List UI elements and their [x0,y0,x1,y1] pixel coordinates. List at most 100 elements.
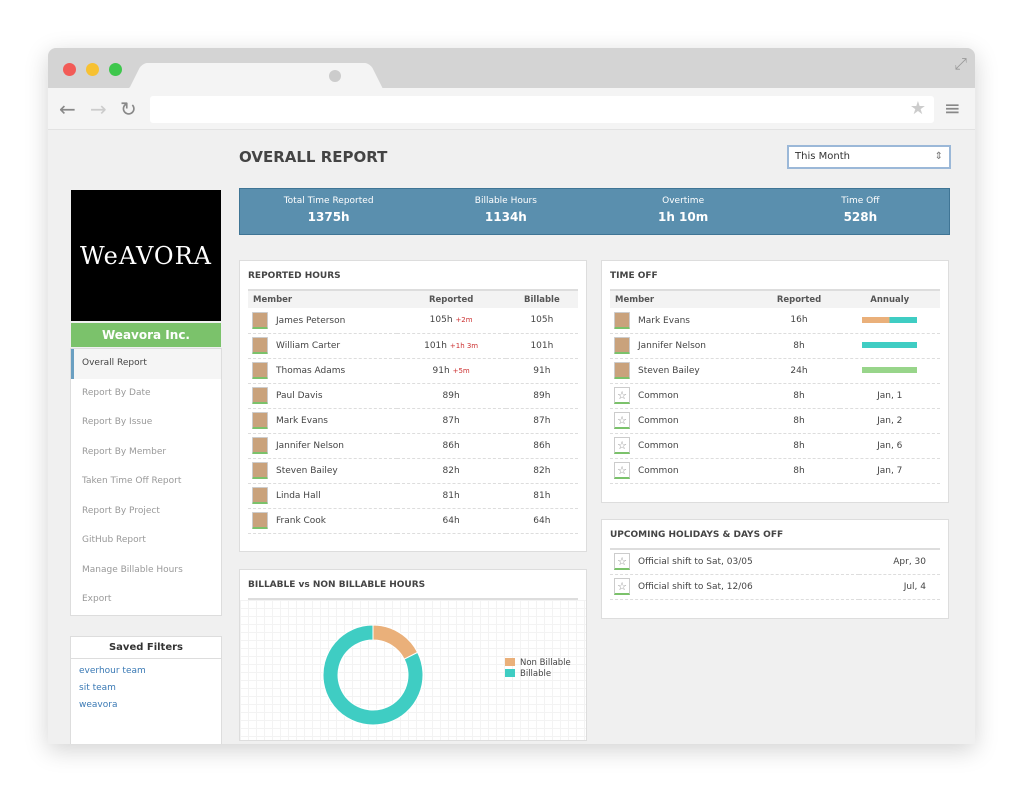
avatar [614,311,630,329]
member-name: Mark Evans [638,315,690,326]
panel-title: REPORTED HOURS [248,271,341,281]
menu-item-report-by-date[interactable]: Report By Date [82,387,151,398]
avatar [252,387,268,404]
table-row[interactable]: ☆ Common 8h Jan, 6 [610,433,940,459]
table-row[interactable]: Mark Evans 87h 87h [248,408,578,434]
holiday-name: Official shift to Sat, 12/06 [638,582,753,592]
browser-toolbar: ← → ↻ ★ ≡ [48,88,975,130]
member-cell: Paul Davis [248,383,397,409]
reported-value: 8h [758,383,840,409]
menu-item-github-report[interactable]: GitHub Report [82,535,146,545]
member-name: Mark Evans [276,416,328,426]
member-cell: ☆ Common [610,433,759,459]
holiday-cell: ☆ Official shift to Sat, 12/06 [610,574,859,600]
saved-filter-link[interactable]: sit team [79,683,116,693]
stat-card: Time Off 528h [772,189,949,234]
stat-label: Overtime [662,196,705,206]
table-row[interactable]: Jannifer Nelson 8h [610,333,940,359]
menu-item-overall-report[interactable]: Overall Report [71,349,221,379]
menu-item-export[interactable]: Export [82,594,112,604]
minimize-window-button[interactable] [86,63,99,76]
table-row[interactable]: ☆ Common 8h Jan, 2 [610,408,940,434]
billable-value: 64h [505,508,578,534]
reported-cell: 82h [396,458,506,484]
table-row[interactable]: ☆ Common 8h Jan, 1 [610,383,940,409]
table-row[interactable]: Jannifer Nelson 86h 86h [248,433,578,459]
billable-chart-panel: BILLABLE vs NON BILLABLE HOURS Non Billa… [239,569,587,741]
table-row[interactable]: Paul Davis 89h 89h [248,383,578,409]
holiday-row[interactable]: ☆ Official shift to Sat, 12/06 Jul, 4 [610,574,940,600]
holiday-row[interactable]: ☆ Official shift to Sat, 03/05 Apr, 30 [610,549,940,575]
maximize-window-button[interactable] [109,63,122,76]
close-window-button[interactable] [63,63,76,76]
reported-cell: 81h [396,483,506,509]
member-cell: Jannifer Nelson [610,333,759,359]
reload-icon[interactable]: ↻ [120,97,137,121]
legend-swatch [505,669,515,677]
reported-hours-panel: REPORTED HOURS Member Reported Billable Jam… [239,260,587,552]
member-cell: Mark Evans [248,408,397,434]
address-bar[interactable]: ★ [150,96,934,123]
overtime-delta: +1h 3m [449,341,479,350]
billable-value: 81h [505,483,578,509]
table-row[interactable]: ☆ Common 8h Jan, 7 [610,458,940,484]
stat-card: Overtime 1h 10m [595,189,772,234]
date-value: Jan, 2 [839,408,940,434]
col-member: Member [610,289,759,308]
period-select[interactable]: This Month ⇕ [787,145,951,169]
member-cell: Thomas Adams [248,358,397,384]
menu-item-manage-billable-hours[interactable]: Manage Billable Hours [82,564,183,575]
table-row[interactable]: Mark Evans 16h [610,308,940,334]
stat-value: 1134h [484,210,527,224]
reported-value: 105h [429,315,453,326]
date-value: Jan, 7 [839,458,940,484]
star-icon: ☆ [614,412,630,429]
table-row[interactable]: Linda Hall 81h 81h [248,483,578,509]
table-row[interactable]: Steven Bailey 82h 82h [248,458,578,484]
slice-billable [322,624,424,726]
table-row[interactable]: Frank Cook 64h 64h [248,508,578,534]
menu-item-report-by-issue[interactable]: Report By Issue [82,417,153,427]
star-icon: ☆ [614,437,630,454]
stat-label: Time Off [841,196,880,206]
table-row[interactable]: Steven Bailey 24h [610,358,940,384]
menu-item-taken-time-off-report[interactable]: Taken Time Off Report [82,476,182,486]
annual-bar [862,367,918,373]
stat-value: 528h [843,210,878,224]
billable-value: 89h [505,383,578,409]
tab-bar: ⤢ [48,48,975,89]
avatar [252,412,268,429]
reported-value: 87h [442,415,460,426]
menu-item-report-by-project[interactable]: Report By Project [82,505,160,516]
reported-cell: 91h +5m [396,358,506,384]
saved-filter-link[interactable]: weavora [79,700,118,710]
tab-close-icon[interactable] [329,70,341,82]
avatar [614,337,630,354]
bookmark-star-icon[interactable]: ★ [909,98,926,119]
overtime-delta: +2m [455,316,473,325]
fullscreen-icon[interactable]: ⤢ [954,54,967,73]
member-cell: ☆ Common [610,458,759,484]
forward-icon[interactable]: → [90,97,107,121]
table-row[interactable]: Thomas Adams 91h +5m 91h [248,358,578,384]
col-billable: Billable [505,289,578,308]
member-cell: William Carter [248,333,397,359]
reported-value: 8h [758,333,840,359]
table-row[interactable]: James Peterson 105h +2m 105h [248,308,578,334]
annual-cell [839,333,940,359]
browser-tab[interactable] [129,62,383,89]
saved-filter-link[interactable]: everhour team [79,666,146,676]
avatar [614,362,630,379]
back-icon[interactable]: ← [59,97,76,121]
member-name: James Peterson [276,315,346,326]
date-value: Jan, 1 [839,383,940,409]
table-row[interactable]: William Carter 101h +1h 3m 101h [248,333,578,359]
reported-value: 101h [424,340,447,351]
col-reported: Reported [758,289,840,308]
saved-filters: Saved Filters everhour team sit team weavo… [70,636,222,744]
reported-value: 8h [758,458,840,484]
menu-item-report-by-member[interactable]: Report By Member [82,446,167,457]
menu-icon[interactable]: ≡ [944,96,961,120]
avatar [252,462,268,479]
